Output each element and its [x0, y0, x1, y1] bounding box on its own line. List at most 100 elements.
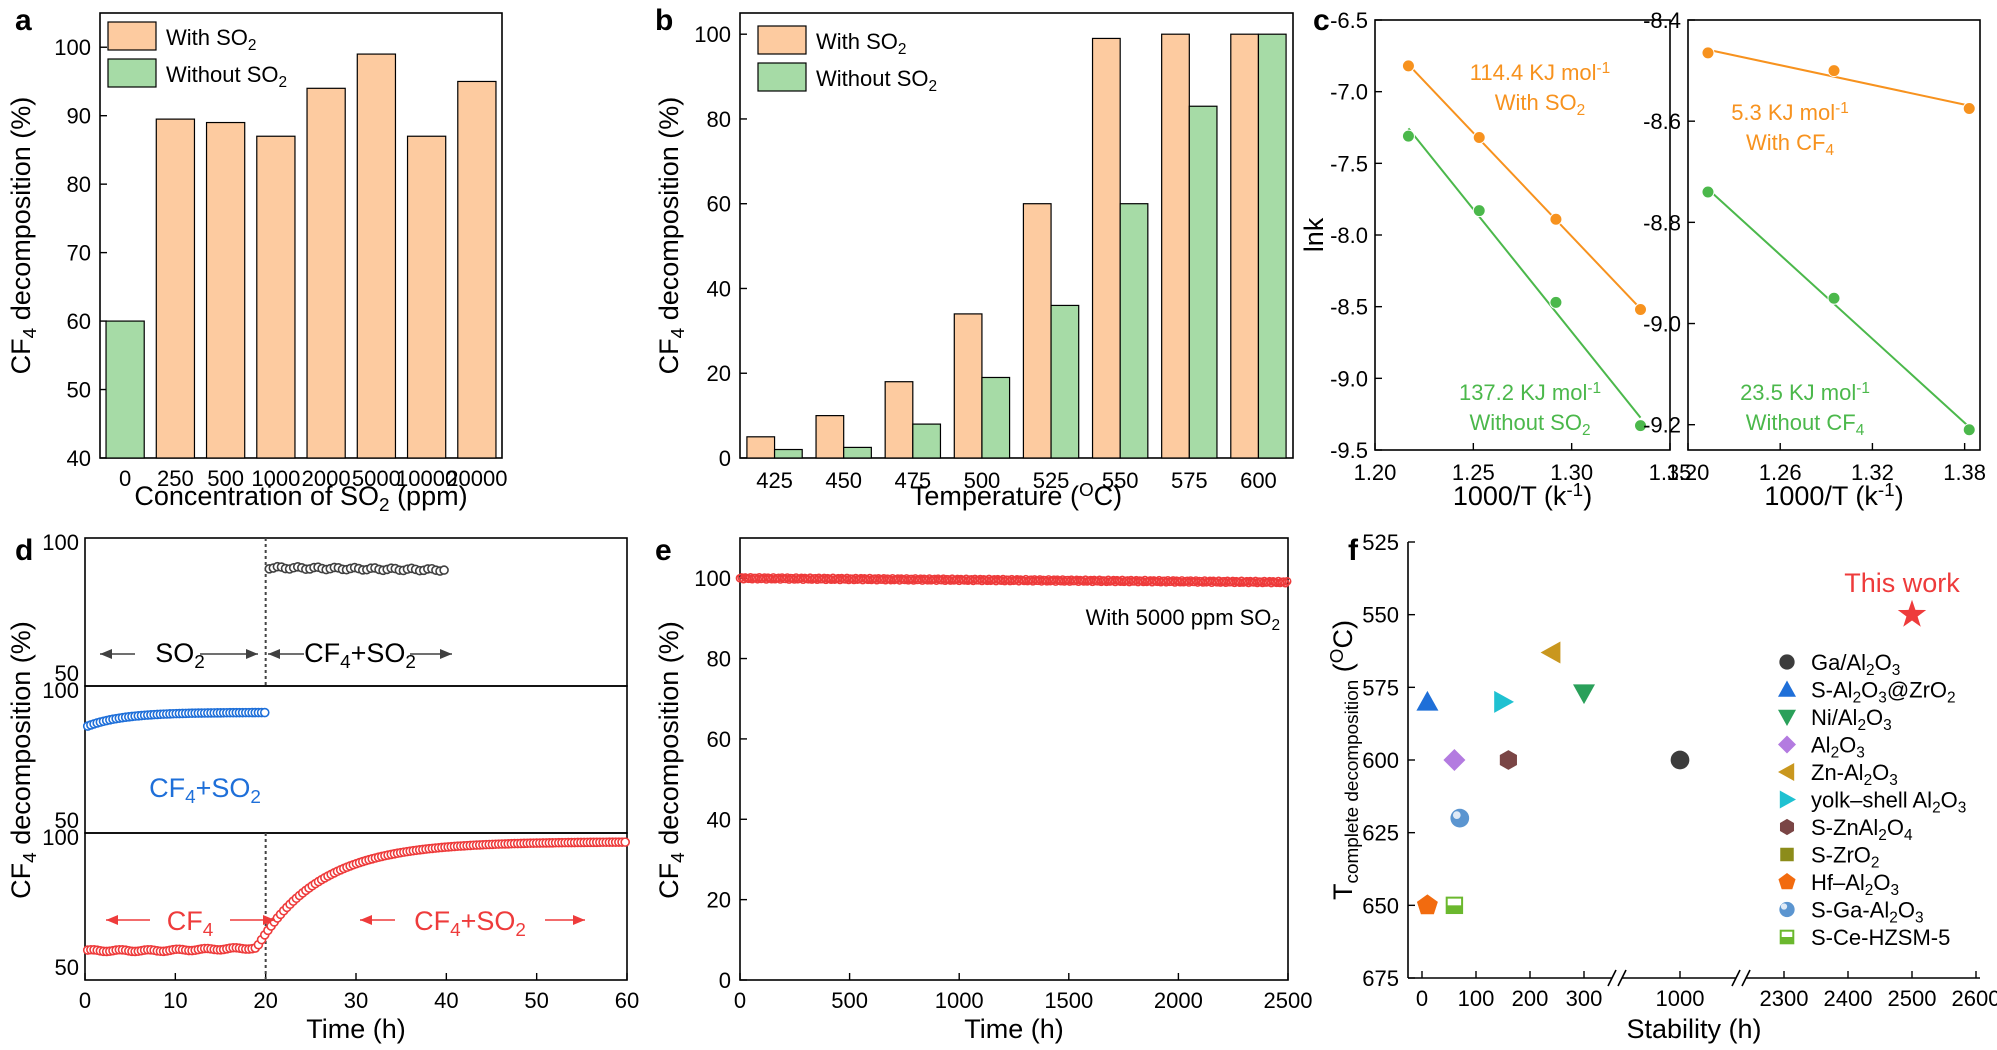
panel-label-d: d: [15, 534, 33, 567]
marker: [1416, 690, 1439, 711]
arrow-head: [268, 649, 280, 659]
x-tick-label-c-left: 1.25: [1452, 460, 1495, 485]
y-tick-label-c-left: -9.5: [1330, 438, 1368, 463]
x-tick-label-c-left: 1.35: [1649, 460, 1692, 485]
legend-label-f: Ni/Al2O3: [1811, 705, 1892, 734]
y-tick-label-b: 20: [707, 361, 731, 386]
marker: [1780, 937, 1794, 944]
text-span: 1000/T (: [1453, 481, 1553, 511]
arrow-head: [246, 649, 258, 659]
legend-label-f: S-ZnAl2O4: [1811, 815, 1913, 844]
x-tick-label-f: 2300: [1760, 986, 1809, 1011]
x-tick-label-f: 2600: [1952, 986, 1997, 1011]
annotation-c-left: With SO2: [1495, 90, 1585, 119]
x-tick-label-a: 500: [207, 466, 244, 491]
x-axis-label-d: Time (h): [306, 1014, 406, 1044]
x-tick-label-e: 2000: [1154, 988, 1203, 1013]
marker: [1540, 641, 1561, 664]
text-span: 3: [1892, 662, 1901, 679]
y-tick-label-c-right: -8.4: [1643, 8, 1681, 33]
point-c-left: [1549, 212, 1563, 226]
text-span: 2: [928, 78, 937, 95]
text-span: (: [1328, 663, 1358, 672]
annotation-c-right: 23.5 KJ mol-1: [1740, 380, 1870, 405]
x-tick-label-d: 0: [79, 988, 91, 1013]
y-axis-label-d: CF4 decomposition (%): [6, 621, 41, 899]
x-tick-label-d: 20: [253, 988, 277, 1013]
text-span: Without SO: [816, 66, 928, 91]
text-span: O: [1872, 760, 1889, 785]
text-span: 2: [1577, 102, 1586, 119]
x-tick-label-d: 50: [524, 988, 548, 1013]
bar-a-5000: [356, 53, 397, 459]
x-tick-label-d: 30: [344, 988, 368, 1013]
text-span: T: [1328, 883, 1358, 900]
fit-line-c-right: [1707, 48, 1970, 107]
axis-break: [1731, 969, 1741, 987]
text-span: S-Ga-Al: [1811, 898, 1889, 923]
text-span: [1328, 672, 1358, 680]
text-span: O: [1898, 898, 1915, 923]
text-span: CF: [654, 338, 684, 374]
marker: [1499, 750, 1517, 770]
text-span: 2: [1582, 422, 1591, 439]
y-tick-label-d: 50: [55, 955, 79, 980]
arrow-head: [100, 649, 112, 659]
text-span: -1: [1856, 380, 1870, 397]
axis-break: [1617, 969, 1627, 987]
data-point-e: [1281, 578, 1290, 588]
x-tick-label-f: 2400: [1824, 986, 1873, 1011]
text-span: 137.2 KJ: [1459, 380, 1552, 405]
text-span: S-Ce-HZSM-5: [1811, 925, 1950, 950]
text-span: Without SO: [1469, 410, 1581, 435]
point-c-right: [1962, 423, 1976, 437]
y-tick-label-a: 80: [67, 172, 91, 197]
text-span: O: [1839, 733, 1856, 758]
marker: [1779, 901, 1795, 918]
text-span: -1: [1878, 480, 1895, 501]
bar-b-500: [953, 313, 983, 459]
text-span: 1000/T (: [1764, 481, 1864, 511]
annotation-c-left: Without SO2: [1469, 410, 1590, 439]
panel-d-band-frame: [84, 685, 628, 834]
panel-label-f: f: [1348, 534, 1359, 567]
data-point-e: [1282, 576, 1292, 586]
x-tick-label-a: 10000: [396, 466, 457, 491]
text-span: ): [1895, 481, 1904, 511]
x-axis-label-b: Temperature (OC): [911, 480, 1122, 511]
bar-a-250: [155, 118, 196, 459]
y-tick-label-f: 550: [1362, 603, 1399, 628]
y-tick-label-d: 50: [55, 808, 79, 833]
text-span: (ppm): [390, 481, 468, 511]
text-span: (: [1070, 481, 1079, 511]
panel-label-a: a: [15, 4, 32, 37]
y-tick-label-a: 60: [67, 309, 91, 334]
text-span: complete decomposition: [1342, 680, 1363, 884]
text-span: 3: [1889, 772, 1898, 789]
point-c-left: [1472, 131, 1486, 145]
x-axis-label-a: Concentration of SO2 (ppm): [134, 481, 467, 516]
bar-b-475: [884, 381, 914, 459]
y-tick-label-b: 0: [719, 446, 731, 471]
bar-b-525: [1022, 203, 1052, 459]
text-span: mol: [1561, 60, 1596, 85]
arrow-head: [573, 915, 585, 925]
text-span: O: [1079, 480, 1094, 501]
text-span: With 5000 ppm SO: [1086, 605, 1272, 630]
x-tick-label-d: 60: [615, 988, 639, 1013]
point-c-right: [1701, 185, 1715, 199]
bar-a-10000: [406, 135, 447, 459]
bar-b-500: [981, 376, 1011, 459]
x-tick-label-e: 0: [734, 988, 746, 1013]
y-tick-label-c-left: -7.0: [1330, 80, 1368, 105]
band-label-d: CF4: [167, 906, 214, 941]
text-span: 4: [20, 328, 41, 339]
data-point-e: [1279, 577, 1288, 586]
text-span: Al: [1811, 733, 1831, 758]
text-span: 4: [668, 852, 689, 863]
data-point-d: [439, 565, 449, 575]
legend-label-f: S-ZrO2: [1811, 843, 1879, 872]
legend-swatch-a: [107, 58, 157, 88]
x-tick-label-f: 1000: [1656, 986, 1705, 1011]
text-span: 2: [405, 652, 416, 673]
